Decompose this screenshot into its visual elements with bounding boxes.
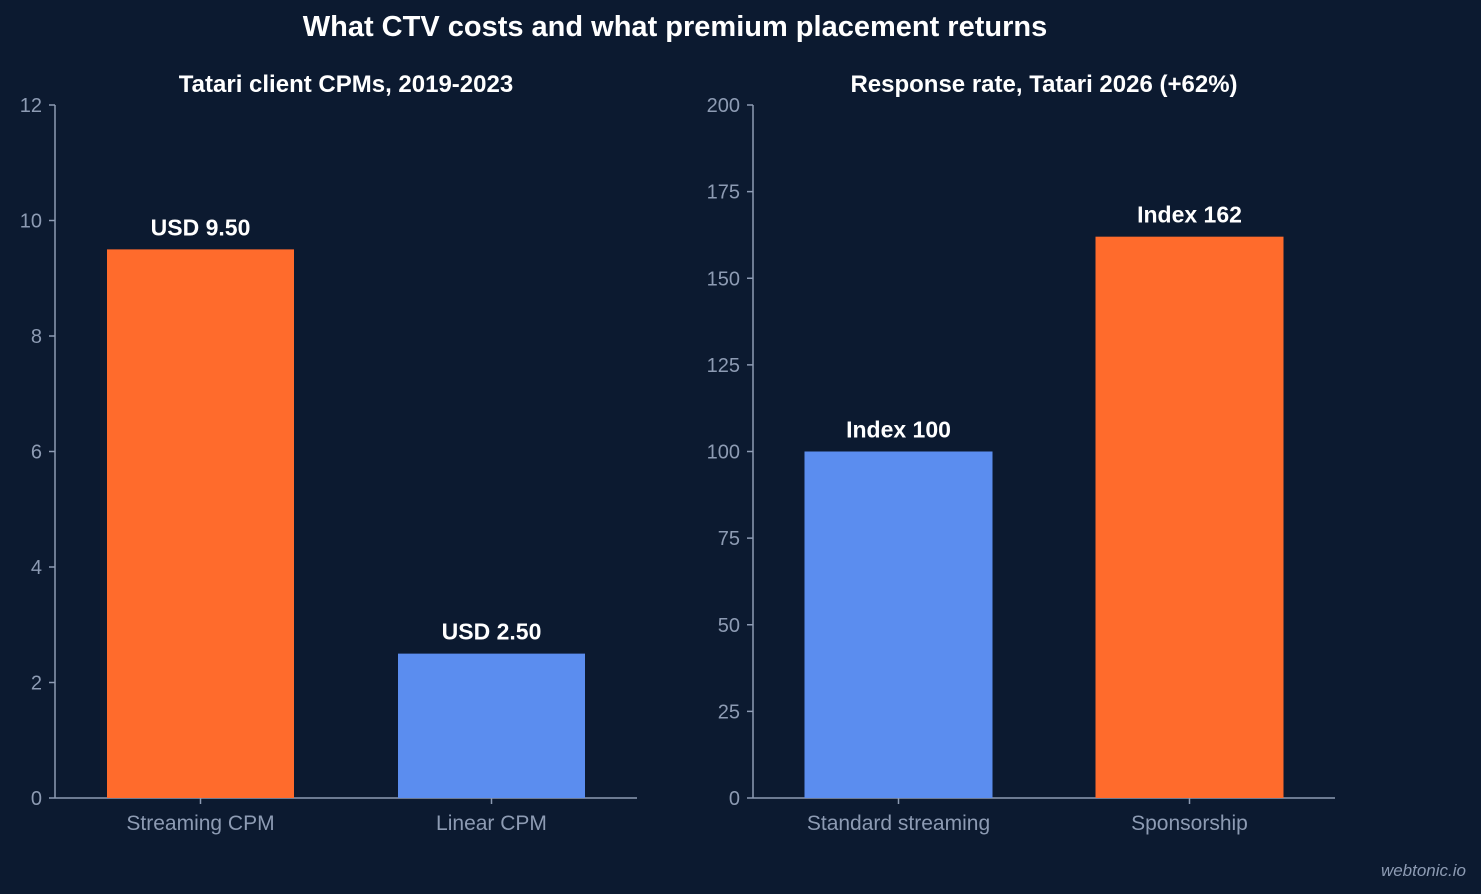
y-tick-label: 10: [20, 211, 42, 233]
y-tick-label: 12: [20, 95, 42, 117]
watermark: webtonic.io: [1381, 861, 1466, 880]
y-tick-label: 0: [31, 788, 42, 810]
x-category-label: Standard streaming: [807, 812, 990, 835]
y-tick-label: 200: [707, 95, 740, 117]
x-category-label: Streaming CPM: [126, 812, 274, 835]
y-tick-label: 25: [718, 701, 740, 723]
y-tick-label: 4: [31, 557, 42, 579]
bar-streaming-cpm: [107, 249, 294, 798]
bar-data-label: Index 162: [1137, 202, 1242, 228]
response-rate-panel: Response rate, Tatari 2026 (+62%) 0 25 50 75…: [707, 71, 1335, 835]
panel-title: Response rate, Tatari 2026 (+62%): [850, 71, 1237, 98]
bar-data-label: USD 9.50: [151, 214, 251, 240]
y-tick-label: 0: [729, 788, 740, 810]
bar-sponsorship: [1095, 236, 1284, 799]
y-tick-label: 100: [707, 442, 740, 464]
y-tick-label: 6: [31, 442, 42, 464]
bar-data-label: USD 2.50: [442, 619, 542, 645]
y-tick-label: 8: [31, 326, 42, 348]
y-tick-label: 50: [718, 615, 740, 637]
cpm-panel: Tatari client CPMs, 2019-2023 0 2 4 6 8 10 12 US…: [20, 71, 637, 835]
x-category-label: Sponsorship: [1131, 812, 1248, 835]
bar-standard-streaming: [804, 451, 993, 798]
y-tick-label: 125: [707, 355, 740, 377]
figure-title: What CTV costs and what premium placemen…: [303, 11, 1047, 43]
y-tick-label: 175: [707, 182, 740, 204]
y-tick-label: 150: [707, 268, 740, 290]
bar-data-label: Index 100: [846, 417, 951, 443]
y-tick-label: 2: [31, 673, 42, 695]
y-tick-label: 75: [718, 528, 740, 550]
bar-linear-cpm: [398, 653, 585, 798]
x-category-label: Linear CPM: [436, 812, 547, 835]
panel-title: Tatari client CPMs, 2019-2023: [179, 71, 513, 98]
